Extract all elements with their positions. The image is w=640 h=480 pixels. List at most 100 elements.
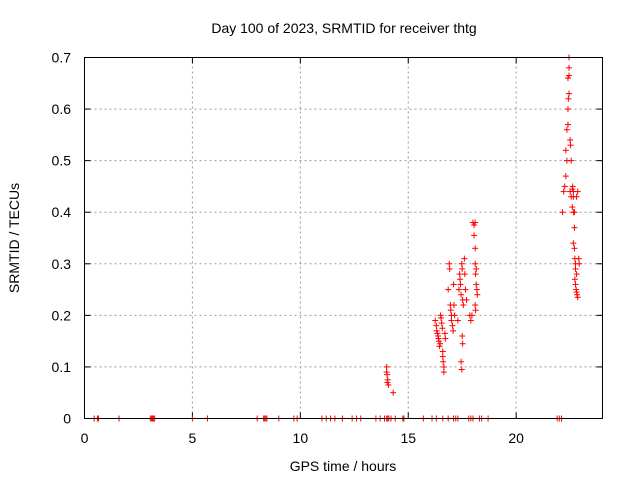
data-point	[458, 366, 465, 373]
data-point	[564, 75, 571, 82]
data-point	[461, 255, 468, 262]
data-point	[564, 121, 571, 128]
data-point	[571, 209, 578, 216]
y-tick-label: 0	[63, 411, 71, 427]
data-point	[451, 302, 458, 309]
data-point	[571, 224, 578, 231]
y-tick-label: 0.6	[52, 101, 72, 117]
plot-frame	[84, 57, 603, 419]
data-point	[434, 330, 441, 337]
data-point	[438, 320, 445, 327]
data-point	[471, 232, 478, 239]
y-tick-label: 0.5	[52, 153, 72, 169]
data-point	[576, 260, 583, 267]
data-point	[456, 271, 463, 278]
data-point	[472, 245, 479, 252]
data-point	[458, 260, 465, 267]
data-point	[461, 271, 468, 278]
data-point	[440, 363, 447, 370]
data-point	[448, 317, 455, 324]
data-point	[570, 240, 577, 247]
data-point	[563, 126, 570, 133]
data-point	[566, 72, 573, 79]
data-point	[462, 286, 469, 293]
data-point	[560, 188, 567, 195]
data-point	[445, 286, 452, 293]
data-point	[460, 302, 467, 309]
axis-ticks: 0 5 10 15 20 0 0.1 0.2 0.3 0.4 0.5 0.6 0.7	[52, 50, 603, 446]
data-point	[566, 90, 573, 97]
y-tick-label: 0.3	[52, 256, 72, 272]
data-point	[432, 317, 439, 324]
data-point	[569, 204, 576, 211]
data-point	[441, 330, 448, 337]
data-point	[463, 296, 470, 303]
data-point	[472, 307, 479, 314]
y-tick-label: 0.7	[52, 50, 72, 66]
y-tick-label: 0.4	[52, 204, 72, 220]
data-point	[574, 291, 581, 298]
data-point	[438, 314, 445, 321]
data-point	[562, 147, 569, 154]
data-point	[468, 312, 475, 319]
data-point	[439, 325, 446, 332]
data-point	[568, 157, 575, 164]
data-point	[433, 327, 440, 334]
y-axis-label: SRMTID / TECUs	[6, 183, 22, 293]
data-point	[437, 340, 444, 347]
chart-title: Day 100 of 2023, SRMTID for receiver tht…	[211, 20, 476, 36]
x-tick-label: 5	[189, 430, 197, 446]
data-point	[569, 183, 576, 190]
data-point	[442, 335, 449, 342]
data-point	[450, 281, 457, 288]
data-point	[561, 183, 568, 190]
data-point	[383, 363, 390, 370]
x-axis-label: GPS time / hours	[290, 458, 397, 474]
y-tick-label: 0.1	[52, 359, 72, 375]
x-tick-label: 20	[508, 430, 524, 446]
data-point	[454, 317, 461, 324]
data-point	[457, 276, 464, 283]
data-point	[573, 193, 580, 200]
x-tick-label: 10	[293, 430, 309, 446]
data-point	[565, 95, 572, 102]
data-point	[440, 358, 447, 365]
data-point	[449, 322, 456, 329]
data-point	[472, 219, 479, 226]
data-point	[564, 106, 571, 113]
data-point	[566, 64, 573, 71]
data-point	[459, 332, 466, 339]
data-point	[459, 340, 466, 347]
data-point	[384, 371, 391, 378]
data-point	[473, 281, 480, 288]
data-point	[457, 281, 464, 288]
data-point	[473, 286, 480, 293]
data-point	[459, 265, 466, 272]
data-point	[458, 358, 465, 365]
data-point	[447, 307, 454, 314]
data-point	[472, 271, 479, 278]
data-point	[440, 369, 447, 376]
data-point	[473, 265, 480, 272]
data-point	[567, 137, 574, 144]
x-tick-label: 15	[400, 430, 416, 446]
data-point	[446, 265, 453, 272]
data-point	[574, 294, 581, 301]
data-point	[385, 381, 392, 388]
data-point	[573, 271, 580, 278]
data-point	[562, 173, 569, 180]
data-point	[467, 317, 474, 324]
y-tick-label: 0.2	[52, 307, 72, 323]
data-point	[574, 188, 581, 195]
data-point	[390, 389, 397, 396]
data-point	[474, 291, 481, 298]
data-point	[446, 260, 453, 267]
data-point	[575, 255, 582, 262]
data-point	[472, 302, 479, 309]
data-point	[436, 343, 443, 350]
data-point	[472, 260, 479, 267]
data-point	[435, 338, 442, 345]
data-point	[559, 209, 566, 216]
